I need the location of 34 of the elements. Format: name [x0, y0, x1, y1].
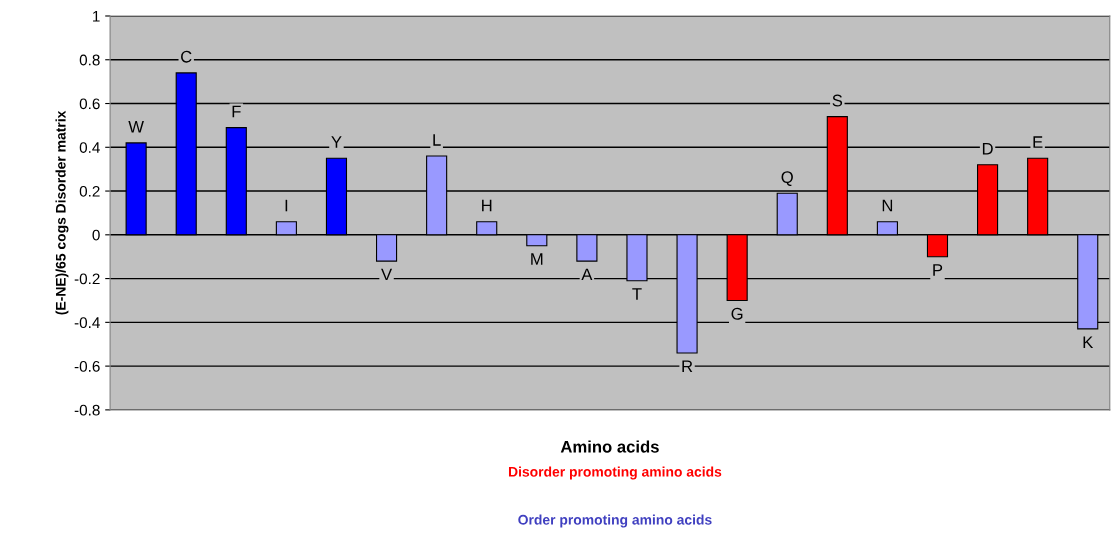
- x-tick-label: S: [832, 94, 843, 107]
- y-tick-label: -0.8: [74, 404, 100, 416]
- x-tick-label: E: [1033, 136, 1043, 148]
- x-tick-label: A: [581, 268, 593, 281]
- text: Order promoting amino acids: [518, 514, 712, 528]
- x-tick-label: D: [982, 142, 993, 155]
- x-tick-label: V: [381, 268, 393, 281]
- x-tick-label: G: [731, 307, 743, 320]
- text: Disorder promoting amino acids: [508, 466, 722, 480]
- x-tick-label: C: [181, 50, 192, 63]
- y-tick-label: -0.4: [74, 317, 100, 329]
- y-tick-label: 0: [92, 229, 100, 241]
- x-tick-label: K: [1083, 336, 1094, 348]
- y-tick-label: -0.2: [74, 273, 100, 285]
- y-tick-label: 0.8: [79, 54, 100, 66]
- x-tick-label: R: [682, 360, 693, 372]
- y-tick-label: 0.4: [79, 142, 100, 153]
- x-tick-label: T: [632, 288, 642, 300]
- x-tick-label: N: [882, 199, 893, 212]
- x-tick-label: H: [482, 199, 492, 212]
- y-tick-label: 1: [93, 11, 100, 22]
- x-tick-label: P: [933, 264, 943, 276]
- x-tick-label: Q: [781, 171, 793, 186]
- x-tick-label: M: [531, 253, 543, 265]
- y-tick-label: -0.6: [74, 360, 100, 372]
- x-axis-title: Amino acids: [560, 440, 659, 453]
- y-axis-title: (E-NE)/65 cogs Disorder matrix: [55, 110, 69, 315]
- x-tick-label: I: [285, 199, 288, 212]
- y-tick-label: 0.2: [79, 185, 100, 197]
- x-tick-label: Y: [331, 136, 342, 148]
- x-tick-label: F: [232, 105, 241, 118]
- x-tick-label: W: [128, 121, 144, 133]
- y-tick-label: 0.6: [79, 98, 100, 110]
- x-tick-label: L: [433, 134, 441, 146]
